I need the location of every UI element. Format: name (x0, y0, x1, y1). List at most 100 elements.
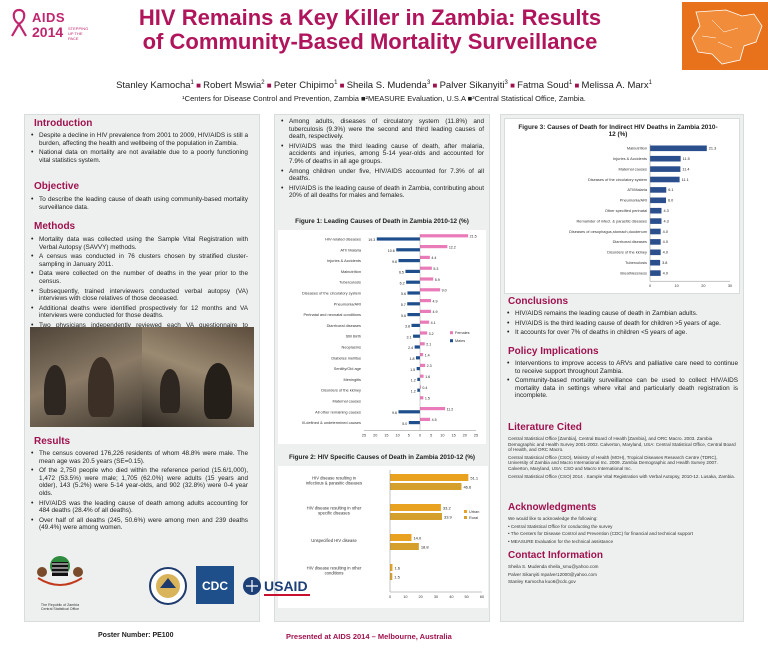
reference-item: Palver Sikanyiti mpalver12000@yahoo.com (508, 571, 597, 577)
data-label-males: 1.8 (409, 357, 414, 361)
list-item: To describe the leading cause of death u… (30, 196, 248, 211)
bar-value (650, 155, 681, 162)
data-label-females: 1.4 (425, 353, 430, 357)
x-tick-label: 20 (701, 284, 705, 288)
data-label-rural: 18.8 (421, 545, 430, 550)
x-tick-label: 20 (463, 433, 467, 437)
data-label-females: 1.5 (425, 397, 430, 401)
bar-males (415, 356, 420, 360)
author-name: Stanley Kamocha (116, 80, 191, 92)
list-item: Over half of all deaths (245, 50.6%) wer… (30, 517, 248, 532)
bar-females (420, 245, 448, 249)
category-label: conditions (325, 571, 344, 576)
x-tick-label: 10 (675, 284, 679, 288)
category-label: Still Birth (346, 334, 361, 339)
category-label: Diarrhoeal diseases (613, 239, 647, 244)
bar-value (650, 239, 661, 245)
author-affiliation-number: 1 (568, 80, 573, 86)
category-label: Maternal causes (332, 399, 361, 404)
author-name: Sheila S. Mudenda (346, 80, 427, 92)
list-item: Among children under five, HIV/AIDS acco… (280, 168, 484, 183)
data-label-females: 21.5 (470, 235, 477, 239)
category-label: Diarrhoeal diseases (327, 323, 361, 328)
x-tick-label: 25 (362, 433, 366, 437)
field-photos (30, 327, 254, 427)
data-label-males: 9.6 (392, 411, 397, 415)
bar-males (417, 388, 420, 392)
bar-females (420, 342, 425, 346)
data-label: 4.3 (663, 209, 668, 213)
x-tick-label: 5 (408, 433, 410, 437)
figure-1-title: Figure 1: Leading Causes of Death in Zam… (295, 218, 469, 225)
data-label-males: 19.3 (368, 238, 375, 242)
bar-rural (390, 483, 462, 490)
data-label-males: 6.5 (399, 271, 404, 275)
bar-males (408, 421, 420, 425)
bar-value (650, 218, 662, 224)
x-tick-label: 0 (419, 433, 421, 437)
legend-label-males: Males (455, 339, 465, 343)
bar-value (650, 166, 681, 172)
acknowledgments-intro: We would like to acknowledge the followi… (508, 516, 598, 521)
data-label: 21.3 (709, 147, 716, 151)
category-label: Diseases of oesophagus,stomach,duodenum (569, 229, 647, 234)
zambia-logo-text: The Republic of Zambia Central Statistic… (40, 603, 80, 612)
reference-item: • Central Statistical Office for conduct… (508, 523, 613, 529)
cdc-logo: CDC (196, 566, 236, 606)
x-tick-label: 0 (649, 284, 651, 288)
figure-3-chart: Malnutrition 21.3 Injuries & Accidents 11.5… (569, 144, 732, 288)
x-tick-label: 30 (434, 595, 438, 599)
author-name: Peter Chipimo (273, 80, 335, 92)
data-label-males: 5.0 (402, 422, 407, 426)
legend-swatch-urban (464, 510, 467, 513)
bar-rural (390, 513, 442, 520)
bar-value (650, 176, 680, 183)
x-tick-label: 30 (728, 284, 732, 288)
data-label-females: 2.3 (427, 364, 432, 368)
acknowledgments-items: • Central Statistical Office for conduct… (508, 524, 736, 545)
bar-males (417, 377, 420, 381)
list-item: National data on mortality are not avail… (30, 149, 248, 164)
data-label-females: 0.4 (422, 386, 427, 390)
bar-females (420, 417, 431, 421)
bar-rural (390, 573, 393, 580)
bar-urban (390, 534, 412, 541)
list-item: Mortality data was collected using the S… (30, 236, 248, 251)
bar-females (420, 407, 446, 411)
bar-males (396, 248, 420, 252)
data-label-rural: 46.6 (463, 485, 472, 490)
introduction-heading: Introduction (34, 118, 93, 129)
policy-list: Interventions to improve access to ARVs … (506, 360, 738, 402)
reference-item: Sheila S. Mudenda sheila_smu@yahoo.com (508, 564, 599, 569)
reference-item: • The Centers for Disease Control and Pr… (508, 531, 693, 537)
logo-tagline: STEPPING UP THE PACE (68, 26, 89, 41)
data-label-rural: 33.9 (444, 515, 453, 520)
bar-females (420, 299, 431, 303)
x-tick-label: 5 (430, 433, 432, 437)
author-separator-icon: ■ (337, 81, 347, 91)
category-label: HIV disease resulting in other (307, 506, 362, 511)
author-affiliation-number: 1 (334, 80, 338, 86)
data-label: 4.0 (663, 230, 668, 234)
category-label: Disorders of the kidney (607, 250, 647, 255)
bar-males (398, 410, 420, 414)
zambia-map-image (682, 2, 768, 70)
x-tick-label: 10 (440, 433, 444, 437)
author-separator-icon: ■ (507, 81, 518, 91)
author-name: Melissa A. Marx (581, 80, 649, 92)
bar-females (420, 255, 430, 259)
bar-females (420, 288, 441, 292)
list-item: Subsequently, trained interviewers condu… (30, 288, 248, 303)
list-item: Despite a decline in HIV prevalence from… (30, 132, 248, 147)
bar-value (650, 145, 707, 152)
category-label: All other remaining causes (315, 409, 361, 414)
list-item: Interventions to improve access to ARVs … (506, 360, 738, 375)
category-label: Injuries & Accidents (327, 258, 361, 263)
category-label: Malnutrition (627, 146, 647, 151)
bar-females (420, 320, 430, 324)
author-affiliation-number: 3 (504, 80, 508, 86)
list-item: HIV/AIDS remains the leading cause of de… (506, 310, 738, 318)
data-label: 11.4 (682, 167, 689, 171)
data-label-females: 4.5 (432, 418, 437, 422)
